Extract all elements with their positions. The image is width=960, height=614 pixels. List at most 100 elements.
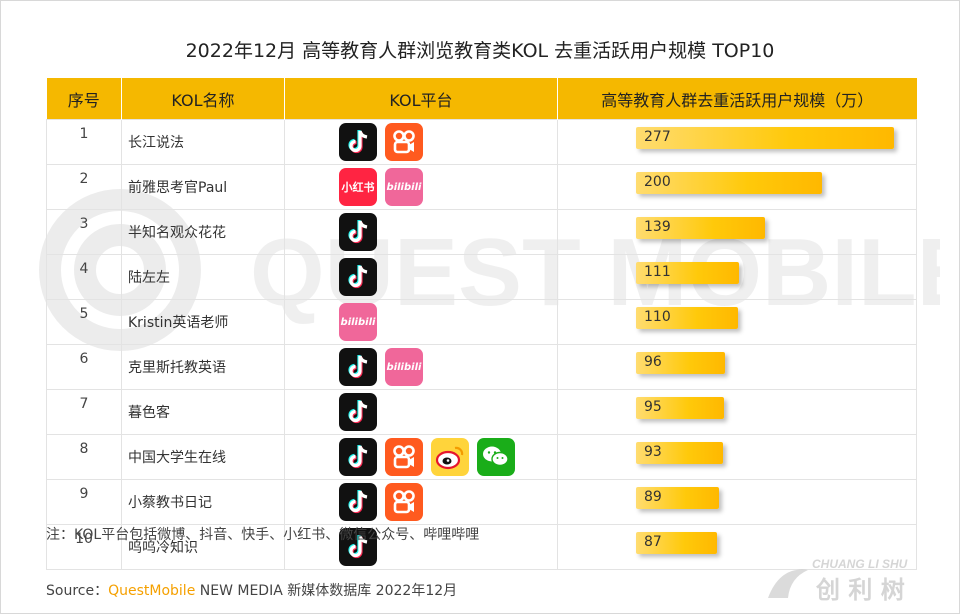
- rank-cell: 7: [46, 389, 122, 435]
- platform-cell: [284, 434, 558, 480]
- bilibili-icon: bilibili: [339, 303, 377, 341]
- douyin-icon: [339, 528, 377, 566]
- table-row: 9 小蔡教书日记 89: [46, 479, 917, 525]
- platform-cell: [284, 389, 558, 435]
- kol-table: 序号 KOL名称 KOL平台 高等教育人群去重活跃用户规模（万） 1 长江说法 27…: [46, 78, 917, 570]
- header-kol-name: KOL名称: [121, 78, 285, 120]
- kol-name-cell: 半知名观众花花: [121, 209, 285, 255]
- kol-name-cell: 小蔡教书日记: [121, 479, 285, 525]
- kuaishou-icon: [385, 123, 423, 161]
- bar-value-label: 95: [644, 399, 662, 415]
- douyin-icon: [339, 393, 377, 431]
- bar: [636, 172, 822, 194]
- bar-value-label: 200: [644, 174, 671, 190]
- bar-value-label: 87: [644, 534, 662, 550]
- table-row: 5 Kristin英语老师 bilibili 110: [46, 299, 917, 345]
- corner-logo-top: CHUANG LI SHU: [812, 557, 908, 571]
- source-suffix: NEW MEDIA 新媒体数据库 2022年12月: [195, 583, 458, 599]
- header-kol-platform: KOL平台: [284, 78, 558, 120]
- douyin-icon: [339, 348, 377, 386]
- douyin-icon: [339, 438, 377, 476]
- rank-cell: 1: [46, 119, 122, 165]
- table-row: 6 克里斯托教英语 bilibili 96: [46, 344, 917, 390]
- bar: [636, 127, 894, 149]
- kuaishou-icon: [385, 483, 423, 521]
- xiaohongshu-icon: 小红书: [339, 168, 377, 206]
- bar: [636, 442, 723, 464]
- platform-icons: [285, 213, 557, 251]
- kol-name-cell: 长江说法: [121, 119, 285, 165]
- kol-name-cell: 前雅思考官Paul: [121, 164, 285, 210]
- rank-cell: 8: [46, 434, 122, 480]
- platform-icons: [285, 258, 557, 296]
- platform-icons: bilibili: [285, 303, 557, 341]
- bar-cell: 200: [557, 164, 917, 210]
- kuaishou-icon: [385, 438, 423, 476]
- bar-cell: 96: [557, 344, 917, 390]
- platform-cell: bilibili: [284, 344, 558, 390]
- douyin-icon: [339, 258, 377, 296]
- bar-value-label: 89: [644, 489, 662, 505]
- rank-cell: 10: [46, 524, 122, 570]
- bar-cell: 139: [557, 209, 917, 255]
- table-row: 4 陆左左 111: [46, 254, 917, 300]
- bar-cell: 111: [557, 254, 917, 300]
- bar-value-label: 96: [644, 354, 662, 370]
- bar: [636, 352, 725, 374]
- platform-icons: bilibili: [285, 348, 557, 386]
- platform-icons: [285, 438, 557, 476]
- bilibili-icon: bilibili: [385, 348, 423, 386]
- bar: [636, 307, 738, 329]
- platform-cell: [284, 479, 558, 525]
- source-prefix: Source：: [46, 583, 109, 599]
- bar: [636, 217, 765, 239]
- platform-cell: [284, 119, 558, 165]
- rank-cell: 5: [46, 299, 122, 345]
- source-line: Source：QuestMobile NEW MEDIA 新媒体数据库 2022…: [46, 580, 457, 600]
- chart-title: 2022年12月 高等教育人群浏览教育类KOL 去重活跃用户规模 TOP10: [185, 40, 775, 62]
- kol-name-cell: 中国大学生在线: [121, 434, 285, 480]
- kol-name-cell: 克里斯托教英语: [121, 344, 285, 390]
- table-row: 2 前雅思考官Paul 小红书 bilibili 200: [46, 164, 917, 210]
- table-body: 1 长江说法 277 2 前雅思考官Paul 小红书 bilibili 200 3 半知名观众花花…: [46, 119, 917, 570]
- bar: [636, 532, 717, 554]
- rank-cell: 2: [46, 164, 122, 210]
- bar-value-label: 111: [644, 264, 671, 280]
- platform-cell: [284, 254, 558, 300]
- bar: [636, 397, 724, 419]
- bar-cell: 89: [557, 479, 917, 525]
- platform-icons: 小红书 bilibili: [285, 168, 557, 206]
- platform-icons: [285, 393, 557, 431]
- bar-cell: 110: [557, 299, 917, 345]
- platform-cell: [284, 209, 558, 255]
- rank-cell: 4: [46, 254, 122, 300]
- corner-logo-bottom: 创 利 树: [815, 576, 905, 604]
- table-row: 7 暮色客 95: [46, 389, 917, 435]
- bar-cell: 93: [557, 434, 917, 480]
- platform-icons: [285, 483, 557, 521]
- table-row: 1 长江说法 277: [46, 119, 917, 165]
- corner-logo: CHUANG LI SHU 创 利 树: [768, 557, 908, 604]
- source-brand: QuestMobile: [108, 583, 196, 599]
- kol-name-cell: 陆左左: [121, 254, 285, 300]
- bar-cell: 87: [557, 524, 917, 570]
- weibo-icon: [431, 438, 469, 476]
- douyin-icon: [339, 483, 377, 521]
- platform-icons: [285, 528, 557, 566]
- bilibili-icon: bilibili: [385, 168, 423, 206]
- table-row: 3 半知名观众花花 139: [46, 209, 917, 255]
- kol-name-cell: 呜呜冷知识: [121, 524, 285, 570]
- rank-cell: 3: [46, 209, 122, 255]
- bar-cell: 277: [557, 119, 917, 165]
- bar-value-label: 110: [644, 309, 671, 325]
- wechat-icon: [477, 438, 515, 476]
- table-row: 8 中国大学生在线 93: [46, 434, 917, 480]
- table-header-row: 序号 KOL名称 KOL平台 高等教育人群去重活跃用户规模（万）: [46, 78, 917, 120]
- table-row: 10 呜呜冷知识 87: [46, 524, 917, 570]
- kol-name-cell: 暮色客: [121, 389, 285, 435]
- rank-cell: 9: [46, 479, 122, 525]
- douyin-icon: [339, 123, 377, 161]
- platform-icons: [285, 123, 557, 161]
- header-active-users: 高等教育人群去重活跃用户规模（万）: [557, 78, 917, 120]
- bar-value-label: 93: [644, 444, 662, 460]
